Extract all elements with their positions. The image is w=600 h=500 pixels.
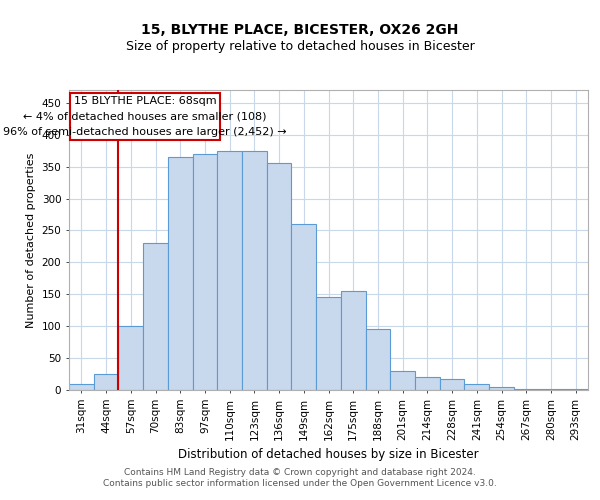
Bar bbox=[217, 150, 242, 390]
Bar bbox=[94, 374, 118, 390]
Bar bbox=[341, 291, 365, 390]
Bar bbox=[563, 388, 588, 390]
FancyBboxPatch shape bbox=[70, 93, 220, 140]
Bar bbox=[242, 150, 267, 390]
Bar bbox=[464, 384, 489, 390]
Bar bbox=[415, 377, 440, 390]
Text: Size of property relative to detached houses in Bicester: Size of property relative to detached ho… bbox=[125, 40, 475, 53]
Bar bbox=[390, 371, 415, 390]
Bar bbox=[193, 154, 217, 390]
Text: 15 BLYTHE PLACE: 68sqm
← 4% of detached houses are smaller (108)
96% of semi-det: 15 BLYTHE PLACE: 68sqm ← 4% of detached … bbox=[3, 96, 287, 137]
X-axis label: Distribution of detached houses by size in Bicester: Distribution of detached houses by size … bbox=[178, 448, 479, 461]
Bar bbox=[292, 224, 316, 390]
Bar bbox=[69, 384, 94, 390]
Bar bbox=[316, 298, 341, 390]
Text: 15, BLYTHE PLACE, BICESTER, OX26 2GH: 15, BLYTHE PLACE, BICESTER, OX26 2GH bbox=[142, 22, 458, 36]
Y-axis label: Number of detached properties: Number of detached properties bbox=[26, 152, 36, 328]
Bar bbox=[168, 157, 193, 390]
Text: Contains HM Land Registry data © Crown copyright and database right 2024.
Contai: Contains HM Land Registry data © Crown c… bbox=[103, 468, 497, 487]
Bar bbox=[365, 330, 390, 390]
Bar bbox=[514, 388, 539, 390]
Bar bbox=[440, 378, 464, 390]
Bar bbox=[267, 164, 292, 390]
Bar bbox=[489, 387, 514, 390]
Bar bbox=[118, 326, 143, 390]
Bar bbox=[143, 243, 168, 390]
Bar bbox=[539, 388, 563, 390]
